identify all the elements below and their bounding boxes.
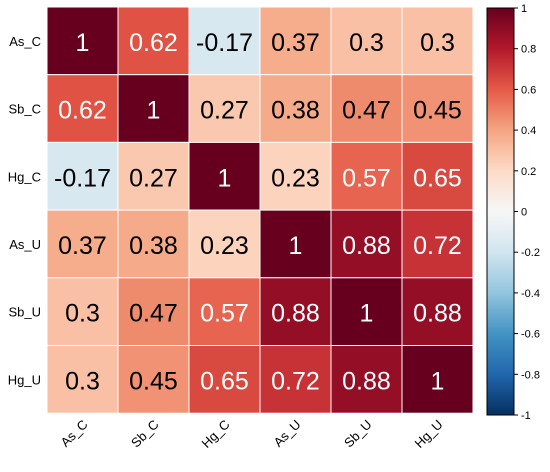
heatmap-cell-Sb_U-Hg_C — [188, 277, 261, 346]
cell-value-label: 1 — [289, 232, 303, 260]
colorbar-tick-label: -1 — [521, 410, 531, 422]
column-label-As_U: As_U — [271, 417, 304, 450]
heatmap-cell-Hg_U-Sb_U — [330, 345, 403, 414]
row-label-Sb_C: Sb_C — [8, 102, 41, 117]
cell-value-label: 0.3 — [65, 300, 100, 328]
cell-value-label: 1 — [218, 164, 232, 192]
colorbar-tick-label: 0.2 — [521, 166, 536, 178]
colorbar-tick-label: -0.8 — [521, 369, 540, 381]
cell-value-label: 0.65 — [200, 367, 249, 395]
cell-value-label: 0.65 — [413, 164, 462, 192]
colorbar-tick-label: 0.6 — [521, 84, 536, 96]
colorbar-tick-label: -0.4 — [521, 288, 540, 300]
heatmap-cell-Hg_C-As_U — [259, 141, 332, 211]
heatmap-cell-Hg_C-Hg_U — [401, 141, 474, 211]
heatmap-cells — [46, 6, 474, 414]
heatmap-cell-Sb_U-As_U — [259, 277, 332, 346]
heatmap-cell-As_U-Hg_C — [188, 209, 261, 279]
colorbar-tick-label: 1 — [521, 3, 527, 15]
cell-value-label: 0.3 — [349, 29, 384, 57]
cell-value-label: 0.27 — [200, 97, 249, 125]
heatmap-cell-As_C-As_C — [46, 6, 119, 76]
heatmap-cell-Sb_U-Sb_U — [330, 277, 403, 346]
row-label-Hg_C: Hg_C — [8, 169, 41, 184]
colorbar-tick-label: 0 — [521, 207, 527, 219]
heatmap-cell-Sb_C-Hg_U — [401, 74, 474, 143]
cell-value-label: -0.17 — [54, 164, 111, 192]
heatmap-cell-As_C-Sb_C — [117, 6, 190, 76]
cell-value-label: 0.88 — [271, 300, 320, 328]
cell-value-label: 0.72 — [413, 232, 462, 260]
cell-value-label: 0.88 — [342, 232, 391, 260]
column-label-Hg_C: Hg_C — [199, 417, 233, 451]
heatmap-cell-As_U-Sb_C — [117, 209, 190, 279]
heatmap-cell-As_U-As_C — [46, 209, 119, 279]
cell-value-label: 0.45 — [129, 367, 178, 395]
heatmap-cell-As_U-Hg_U — [401, 209, 474, 279]
cell-value-label: 0.62 — [129, 29, 178, 57]
cell-value-label: 0.27 — [129, 164, 178, 192]
colorbar: 1 0.8 0.6 0.4 0.2 0 -0.2 -0.4 -0.6 -0.8 -1 — [486, 3, 540, 422]
cell-value-label: 0.72 — [271, 367, 320, 395]
column-label-Sb_U: Sb_U — [341, 417, 375, 451]
heatmap-cell-As_C-Hg_C — [188, 6, 261, 76]
column-labels: As_C Sb_C Hg_C As_U Sb_U Hg_U — [58, 417, 446, 451]
heatmap-cell-labels: 1 0.62 -0.17 0.37 0.3 0.3 0.62 1 0.27 0.38 0.47 0.4… — [54, 29, 462, 396]
row-labels: As_C Sb_C Hg_C As_U Sb_U Hg_U — [8, 34, 41, 388]
cell-value-label: 0.45 — [413, 97, 462, 125]
cell-value-label: 1 — [76, 29, 90, 57]
heatmap-cell-Hg_U-As_C — [46, 345, 119, 414]
row-label-Sb_U: Sb_U — [8, 305, 41, 320]
cell-value-label: 1 — [147, 97, 161, 125]
heatmap-cell-As_C-Hg_U — [401, 6, 474, 76]
heatmap-cell-As_U-As_U — [259, 209, 332, 279]
colorbar-tick-label: 0.4 — [521, 125, 536, 137]
heatmap-cell-Sb_U-As_C — [46, 277, 119, 346]
cell-value-label: 1 — [431, 367, 445, 395]
cell-value-label: 0.38 — [129, 232, 178, 260]
cell-value-label: 0.62 — [58, 97, 107, 125]
cell-value-label: 0.23 — [200, 232, 249, 260]
cell-value-label: 0.47 — [129, 300, 178, 328]
heatmap-cell-Sb_U-Hg_U — [401, 277, 474, 346]
colorbar-tick-label: 0.8 — [521, 44, 536, 56]
cell-value-label: 1 — [360, 300, 374, 328]
colorbar-gradient — [486, 7, 515, 416]
heatmap-cell-Hg_U-As_U — [259, 345, 332, 414]
cell-value-label: 0.88 — [413, 300, 462, 328]
heatmap-cell-Hg_C-Sb_U — [330, 141, 403, 211]
heatmap-cell-Sb_C-Sb_C — [117, 74, 190, 143]
cell-value-label: 0.57 — [342, 164, 391, 192]
row-label-As_C: As_C — [9, 34, 41, 49]
heatmap-cell-Hg_C-Sb_C — [117, 141, 190, 211]
cell-value-label: 0.47 — [342, 97, 391, 125]
heatmap-cell-Sb_C-As_U — [259, 74, 332, 143]
column-label-Hg_U: Hg_U — [412, 417, 446, 451]
colorbar-tick-label: -0.6 — [521, 329, 540, 341]
cell-value-label: 0.3 — [65, 367, 100, 395]
cell-value-label: 0.57 — [200, 300, 249, 328]
heatmap-cell-As_U-Sb_U — [330, 209, 403, 279]
heatmap-cell-As_C-As_U — [259, 6, 332, 76]
cell-value-label: -0.17 — [196, 29, 253, 57]
cell-value-label: 0.38 — [271, 97, 320, 125]
cell-value-label: 0.37 — [271, 29, 320, 57]
cell-value-label: 0.23 — [271, 164, 320, 192]
cell-value-label: 0.88 — [342, 367, 391, 395]
cell-value-label: 0.37 — [58, 232, 107, 260]
column-label-Sb_C: Sb_C — [128, 417, 162, 451]
column-label-As_C: As_C — [58, 417, 91, 450]
heatmap-cell-Hg_U-Hg_U — [401, 345, 474, 414]
row-label-As_U: As_U — [9, 237, 41, 252]
cell-value-label: 0.3 — [420, 29, 455, 57]
colorbar-tick-label: -0.2 — [521, 247, 540, 259]
row-label-Hg_U: Hg_U — [8, 372, 41, 387]
